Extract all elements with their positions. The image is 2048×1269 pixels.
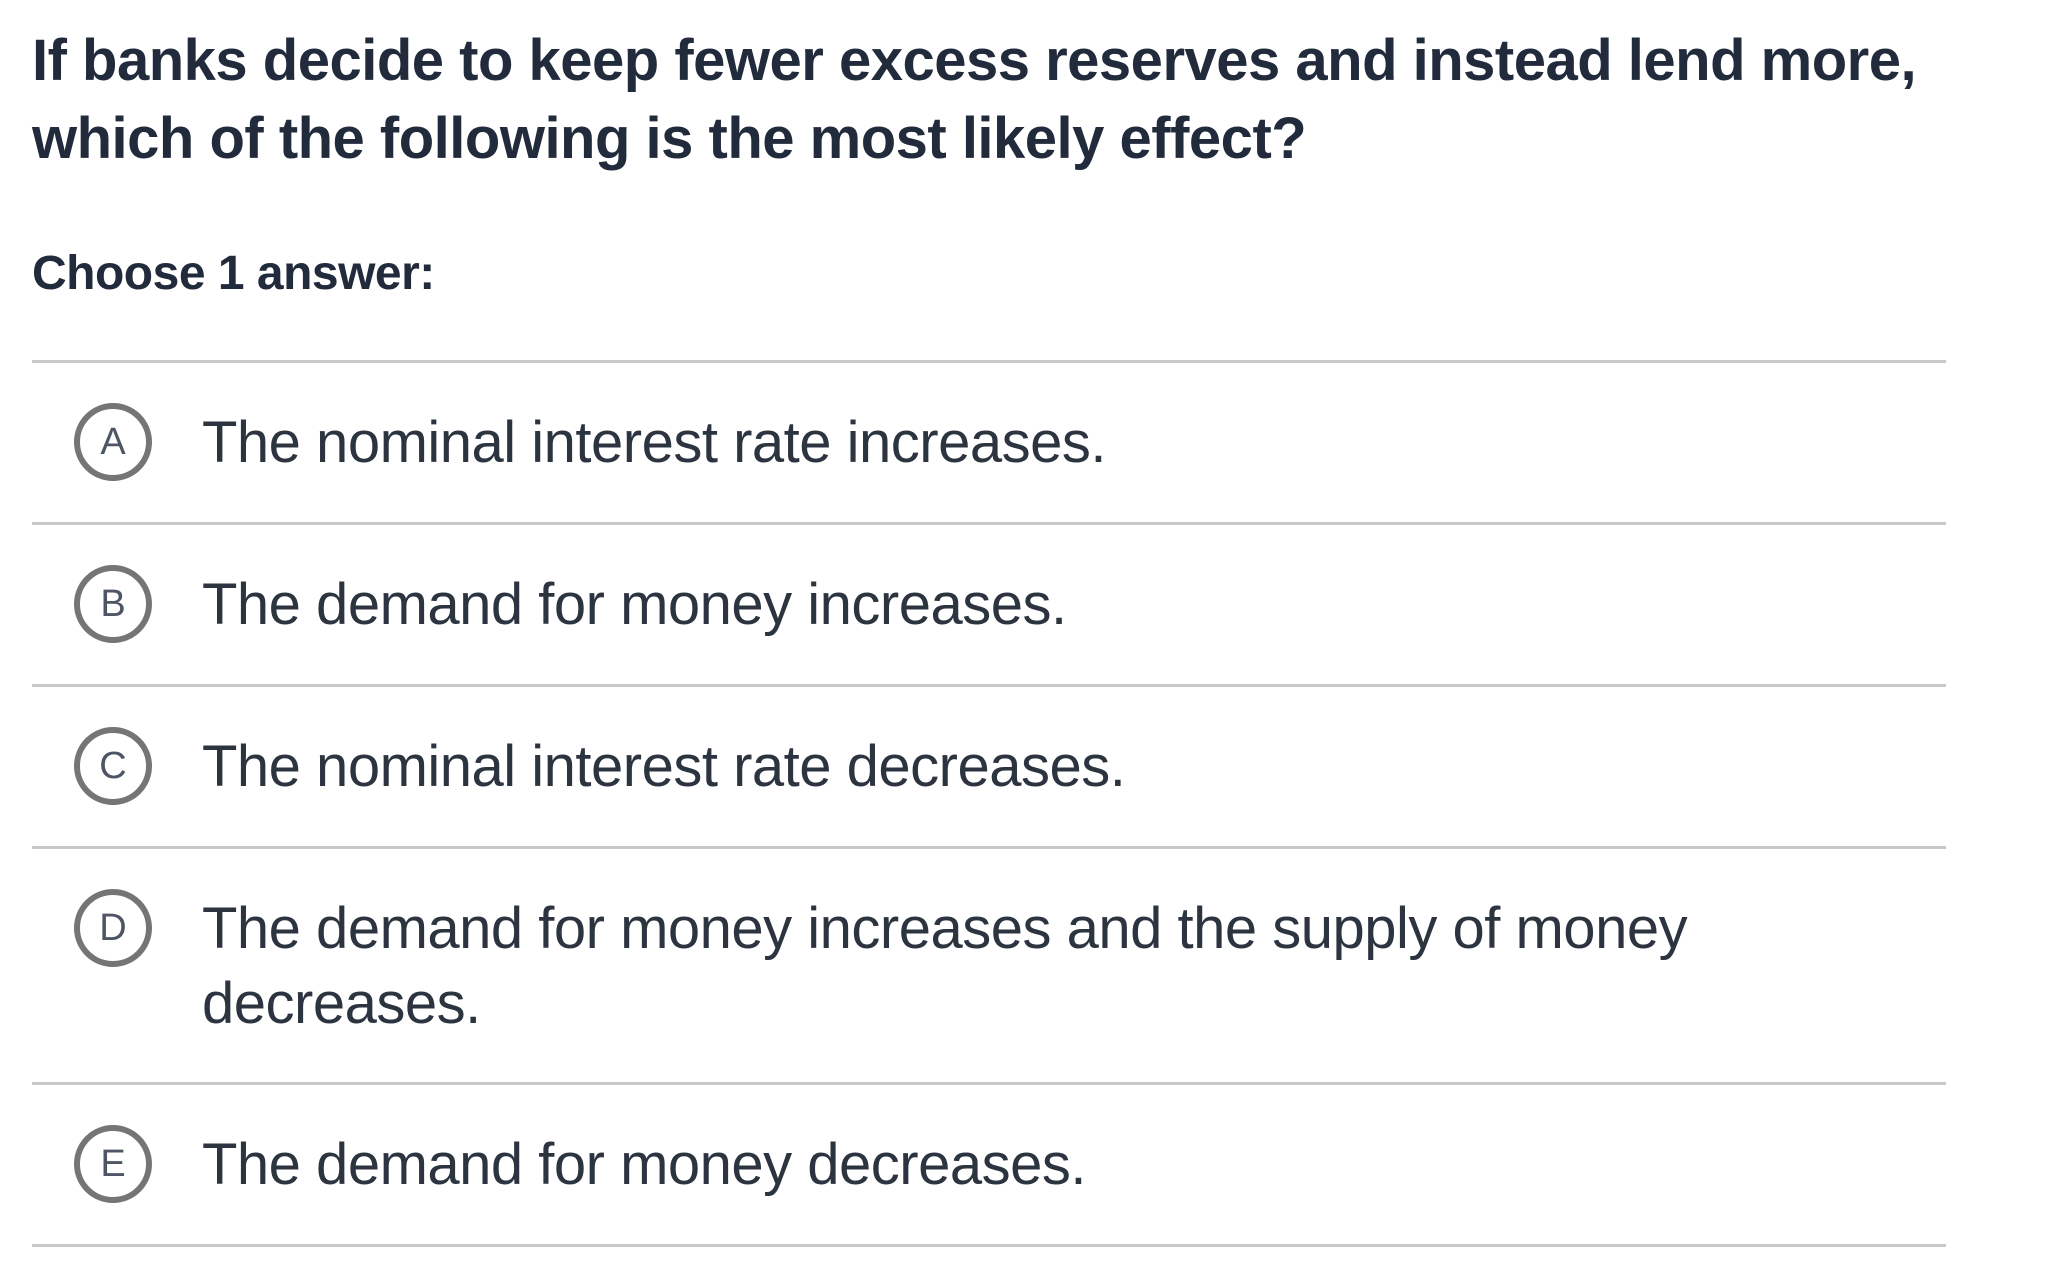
option-radio-icon[interactable]: A bbox=[74, 403, 152, 481]
option-text: The demand for money increases and the s… bbox=[202, 896, 1688, 1036]
option-radio-icon[interactable]: B bbox=[74, 565, 152, 643]
answer-option[interactable]: D The demand for money increases and the… bbox=[32, 846, 1946, 1082]
answer-option[interactable]: E The demand for money decreases. bbox=[32, 1082, 1946, 1247]
answer-option[interactable]: A The nominal interest rate increases. bbox=[32, 360, 1946, 522]
option-radio-icon[interactable]: D bbox=[74, 889, 152, 967]
option-text: The demand for money increases. bbox=[202, 572, 1067, 637]
answer-options-list: A The nominal interest rate increases. B… bbox=[32, 360, 1946, 1247]
option-text: The nominal interest rate increases. bbox=[202, 410, 1107, 475]
choose-answer-label: Choose 1 answer: bbox=[32, 247, 435, 300]
option-radio-icon[interactable]: C bbox=[74, 727, 152, 805]
option-radio-icon[interactable]: E bbox=[74, 1125, 152, 1203]
question-title: If banks decide to keep fewer excess res… bbox=[32, 28, 1917, 171]
question-panel: If banks decide to keep fewer excess res… bbox=[32, 0, 1946, 1247]
answer-option[interactable]: B The demand for money increases. bbox=[32, 522, 1946, 684]
answer-option[interactable]: C The nominal interest rate decreases. bbox=[32, 684, 1946, 846]
option-text: The nominal interest rate decreases. bbox=[202, 734, 1126, 799]
option-text: The demand for money decreases. bbox=[202, 1132, 1086, 1197]
